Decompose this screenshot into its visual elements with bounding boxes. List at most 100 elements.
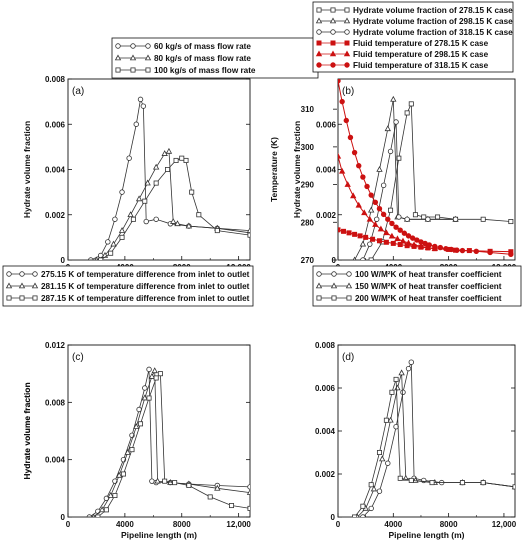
data-point [119, 234, 125, 240]
data-point [339, 98, 345, 105]
y-tick-label: 0.002 [316, 211, 337, 220]
data-point [384, 125, 391, 132]
panel-d: 0 4000 8000 12,000 0 0.002 0.004 0.006 0.008 Pipe… [22, 265, 522, 540]
y-tick-label: 0 [332, 256, 337, 265]
data-point [153, 180, 159, 186]
legend-label: Fluid temperature of 278.15 K case [353, 39, 489, 48]
series-group [338, 79, 514, 260]
data-point [120, 471, 126, 477]
data-point [124, 448, 131, 455]
data-point [480, 216, 486, 222]
data-point [360, 503, 366, 509]
y-tick-label: 0.012 [45, 341, 66, 350]
legend-label: 100 W/M²K of heat transfer coefficient [355, 270, 502, 279]
data-point [173, 157, 179, 163]
y-tick-label: 0.002 [45, 211, 66, 220]
data-point [473, 248, 479, 255]
panel-label: (d) [342, 352, 354, 363]
data-point [179, 155, 185, 161]
data-point [389, 220, 395, 227]
plot-frame [337, 344, 516, 518]
data-point [410, 241, 418, 248]
legend-marker [344, 62, 350, 68]
data-point [435, 214, 441, 220]
data-point [487, 249, 493, 256]
y-tick-label: 0.006 [315, 384, 336, 393]
data-point [383, 229, 390, 236]
y-tick-label: 0.008 [45, 398, 66, 407]
legend-marker [344, 7, 350, 13]
data-point [377, 225, 385, 232]
series-2 [68, 367, 250, 517]
legend: 60 kg/s of mass flow rate 80 kg/s of mass… [111, 37, 319, 79]
data-point [143, 218, 149, 225]
data-point [393, 119, 399, 125]
series-line [68, 150, 250, 260]
data-point [390, 95, 397, 102]
series-1 [68, 96, 250, 260]
legend-marker [145, 43, 151, 49]
data-point [397, 242, 403, 248]
data-point [133, 423, 140, 430]
legend-marker [19, 271, 25, 277]
y-tick-label: 0.008 [45, 75, 66, 84]
legend-marker [130, 67, 136, 73]
data-point [448, 246, 455, 253]
data-point [214, 484, 221, 491]
data-point [394, 235, 401, 242]
legend-marker [315, 50, 323, 57]
data-point [154, 477, 161, 484]
data-point [376, 165, 383, 172]
data-point [376, 488, 383, 494]
legend-marker [343, 17, 351, 24]
data-point [185, 222, 193, 229]
legend: 275.15 K of temperature difference from … [2, 265, 254, 307]
legend-marker [6, 271, 12, 277]
data-point [108, 250, 114, 256]
legend-marker [330, 40, 336, 46]
data-point [346, 230, 352, 236]
data-point [437, 244, 444, 251]
data-point [103, 507, 109, 513]
panel-label: (b) [342, 86, 354, 97]
legend-marker [316, 7, 322, 13]
series-line [338, 372, 515, 517]
data-point [376, 206, 383, 212]
data-point [135, 195, 143, 202]
data-point [367, 241, 373, 247]
series-3 [68, 371, 250, 517]
data-point [350, 192, 357, 199]
data-point [94, 256, 99, 260]
data-point [459, 247, 466, 254]
data-point [151, 367, 158, 374]
data-point [429, 480, 435, 486]
data-point [393, 224, 399, 230]
legend-label: 60 kg/s of mass flow rate [154, 42, 251, 51]
data-point [390, 240, 396, 246]
y-tick-label: 0.008 [315, 341, 336, 350]
data-point [404, 110, 410, 116]
legend-label: Hydrate volume fraction of 278.15 K case [353, 6, 513, 15]
series-6 [338, 79, 514, 258]
data-point [425, 216, 431, 222]
legend-marker [316, 29, 322, 35]
legend-marker [329, 17, 337, 24]
legend-label: 150 W/M²K of heat transfer coefficient [355, 282, 502, 291]
data-point [352, 231, 358, 237]
data-point [432, 243, 438, 250]
data-point [118, 227, 126, 233]
x-tick-label: 12,000 [492, 520, 517, 529]
data-point [400, 389, 406, 395]
data-point [196, 212, 202, 218]
legend-label: Hydrate volume fraction of 318.15 K case [353, 28, 513, 37]
x-tick-label: 4000 [384, 520, 402, 529]
data-point [398, 369, 405, 376]
data-point [361, 209, 368, 216]
data-point [412, 212, 418, 218]
data-point [146, 366, 152, 373]
y-tick-label: 0.004 [45, 456, 66, 465]
x-tick-label: 12,000 [226, 520, 251, 529]
legend-marker [330, 282, 338, 289]
y-tick-label: 0.002 [315, 470, 336, 479]
data-point [368, 257, 374, 260]
